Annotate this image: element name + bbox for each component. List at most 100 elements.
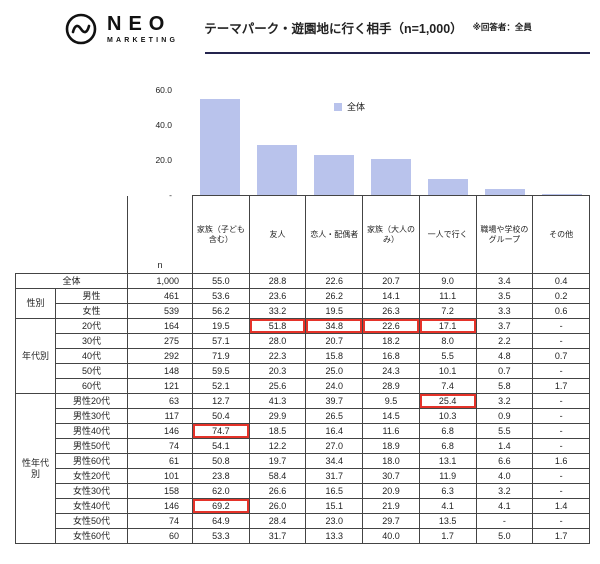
- n-value: 121: [127, 378, 193, 394]
- value-cell: 33.2: [248, 303, 307, 319]
- value-cell: 18.5: [248, 423, 307, 439]
- value-cell: 4.8: [475, 348, 534, 364]
- value-cell: 14.1: [362, 288, 420, 304]
- value-cell: 31.7: [248, 528, 307, 544]
- bar-slot-6: [533, 90, 590, 195]
- value-cell: 50.8: [192, 453, 250, 469]
- row-label: 男性50代: [55, 438, 128, 454]
- table-row: 男性60代 61 50.8 19.7 34.4 18.0 13.1 6.6 1.6: [16, 453, 590, 469]
- logo-subtitle: MARKETING: [107, 37, 179, 44]
- value-cell-highlighted: 25.4: [418, 393, 477, 409]
- value-cell: 21.9: [362, 498, 420, 514]
- value-cell: 55.0: [192, 273, 250, 289]
- bar-slot-0: [192, 90, 249, 195]
- bar-slot-1: [249, 90, 306, 195]
- table-row: 女性50代 74 64.9 28.4 23.0 29.7 13.5- -: [16, 513, 590, 529]
- value-cell-highlighted: 51.8: [248, 318, 307, 334]
- value-cell: 10.1: [418, 363, 477, 379]
- logo-text: NEO MARKETING: [107, 14, 178, 44]
- value-cell: 5.8: [475, 378, 534, 394]
- table-row: 男性40代 146 74.7 18.5 16.4 11.6 6.8 5.5-: [16, 423, 590, 439]
- value-cell: 3.5: [475, 288, 534, 304]
- value-cell: 24.3: [362, 363, 420, 379]
- value-cell: 40.0: [362, 528, 420, 544]
- n-value: 117: [127, 408, 193, 424]
- value-cell: 53.3: [192, 528, 250, 544]
- row-label: 男性30代: [55, 408, 128, 424]
- n-value: 461: [127, 288, 193, 304]
- table-row: 年代別 20代 164 19.5 51.8 34.8 22.6 17.1 3.7-: [15, 318, 590, 394]
- value-cell: -: [532, 423, 590, 439]
- value-cell: 19.5: [305, 303, 364, 319]
- value-cell: 20.7: [305, 333, 364, 349]
- value-cell: 5.5: [418, 348, 477, 364]
- title-divider: [205, 52, 590, 54]
- value-cell: 23.6: [248, 288, 307, 304]
- column-header-2: 恋人・配偶者: [305, 195, 364, 274]
- table-row: 女性30代 158 62.0 26.6 16.5 20.9 6.3 3.2-: [16, 483, 590, 499]
- value-cell: 13.1: [418, 453, 477, 469]
- column-header-3: 家族（大人のみ）: [362, 195, 420, 274]
- value-cell: 52.1: [192, 378, 250, 394]
- table-row: 女性60代 60 53.3 31.7 13.3 40.0 1.7 5.0 1.7: [16, 528, 590, 544]
- value-cell: 28.9: [362, 378, 420, 394]
- n-value: 539: [127, 303, 193, 319]
- value-cell: 26.5: [305, 408, 364, 424]
- n-value: 61: [127, 453, 193, 469]
- value-cell: -: [532, 333, 590, 349]
- value-cell: 31.7: [305, 468, 364, 484]
- n-value: 148: [127, 363, 193, 379]
- value-cell: 11.1: [418, 288, 477, 304]
- value-cell: 20.9: [362, 483, 420, 499]
- value-cell: 29.9: [248, 408, 307, 424]
- value-cell: 3.2: [475, 393, 534, 409]
- value-cell: 2.2: [475, 333, 534, 349]
- value-cell: 5.5: [475, 423, 534, 439]
- bar-plot: [192, 90, 590, 195]
- value-cell: 20.3: [248, 363, 307, 379]
- value-cell: 0.7: [475, 363, 534, 379]
- value-cell: 26.3: [362, 303, 420, 319]
- table-row: 全体 1,000 55.0 28.8 22.6 20.7 9.0 3.4 0.4: [15, 273, 590, 289]
- column-header-0: 家族（子ども含む）: [192, 195, 250, 274]
- row-label: 女性60代: [55, 528, 128, 544]
- value-cell-highlighted: 69.2: [192, 498, 250, 514]
- value-cell: 12.2: [248, 438, 307, 454]
- value-cell: 3.7: [475, 318, 534, 334]
- column-header-6: その他: [532, 195, 590, 274]
- group-label: 年代別: [15, 318, 56, 394]
- value-cell-highlighted: 34.8: [305, 318, 364, 334]
- value-cell: 6.8: [418, 438, 477, 454]
- n-value: 63: [127, 393, 193, 409]
- value-cell: 56.2: [192, 303, 250, 319]
- n-value: 1,000: [127, 273, 193, 289]
- value-cell: 4.0: [475, 468, 534, 484]
- table-row: 男性30代 117 50.4 29.9 26.5 14.5 10.3 0.9-: [16, 408, 590, 424]
- n-value: 164: [127, 318, 193, 334]
- value-cell: 41.3: [248, 393, 307, 409]
- value-cell: 28.0: [248, 333, 307, 349]
- y-axis-tick-1: 40.0: [155, 120, 172, 130]
- value-cell: 1.7: [532, 528, 590, 544]
- column-header-4: 一人で行く: [418, 195, 477, 274]
- legend-label: 全体: [347, 102, 366, 112]
- row-label: 30代: [55, 333, 128, 349]
- value-cell: -: [475, 513, 534, 529]
- header-spacer: [16, 196, 128, 274]
- value-cell: 58.4: [248, 468, 307, 484]
- row-label: 40代: [55, 348, 128, 364]
- legend-swatch-icon: [334, 102, 342, 111]
- table-row: 女性 539 56.2 33.2 19.5 26.3 7.2 3.3 0.6: [16, 303, 590, 319]
- value-cell: 16.4: [305, 423, 364, 439]
- value-cell: 24.0: [305, 378, 364, 394]
- value-cell: 26.0: [248, 498, 307, 514]
- respondent-note: ※回答者：全員: [472, 22, 532, 32]
- value-cell: 15.8: [305, 348, 364, 364]
- row-label: 女性30代: [55, 483, 128, 499]
- value-cell: 4.1: [475, 498, 534, 514]
- row-label: 男性: [55, 288, 128, 304]
- value-cell-highlighted: 17.1: [418, 318, 477, 334]
- value-cell: 0.7: [532, 348, 590, 364]
- value-cell: 11.6: [362, 423, 420, 439]
- value-cell-highlighted: 22.6: [362, 318, 420, 334]
